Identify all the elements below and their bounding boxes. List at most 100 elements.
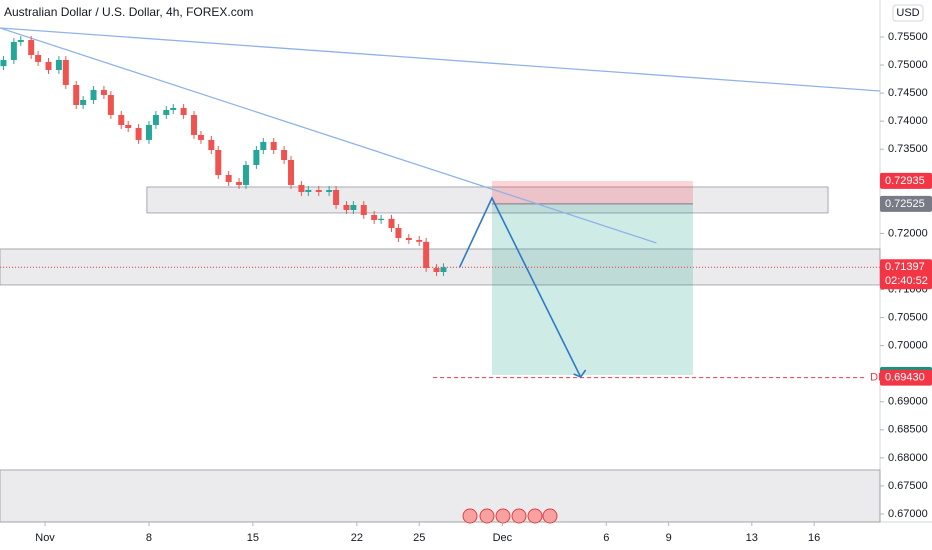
candle-body (298, 184, 305, 192)
candle-body (423, 241, 430, 269)
candle-body (170, 107, 177, 110)
x-tick-label: 13 (746, 532, 758, 544)
y-tick-label: 0.70000 (888, 340, 928, 352)
event-icon[interactable] (527, 508, 543, 524)
y-tick-label: 0.74500 (888, 87, 928, 99)
event-icon[interactable] (542, 508, 558, 524)
trend-line (0, 27, 881, 92)
y-tick-label: 0.74000 (888, 115, 928, 127)
candle-body (100, 89, 107, 96)
candle-body (305, 189, 312, 192)
price-tag-label: 0.72935 (885, 175, 925, 187)
trend-line (0, 27, 657, 244)
x-tick-label: 6 (603, 532, 609, 544)
candle-body (371, 214, 378, 220)
y-tick-label: 0.67500 (888, 480, 928, 492)
candle-body (125, 124, 132, 129)
candle-body (260, 141, 267, 151)
y-tick-label: 0.67000 (888, 508, 928, 520)
x-tick-label: 15 (247, 532, 259, 544)
event-icon[interactable] (479, 508, 495, 524)
zone (0, 469, 881, 523)
y-tick-label: 0.75500 (888, 31, 928, 43)
price-tag (880, 172, 932, 189)
y-tick-label: 0.72000 (888, 227, 928, 239)
candle-body (197, 134, 204, 140)
price-tag (880, 259, 932, 290)
projection-path (459, 196, 582, 378)
candle-body (90, 89, 97, 101)
candle-body (107, 95, 114, 115)
candle-body (0, 59, 7, 67)
candle-body (17, 39, 24, 42)
target-zone (491, 203, 693, 375)
x-tick-label: 25 (413, 532, 425, 544)
candle-body (135, 128, 142, 140)
candle-body (416, 240, 423, 242)
candle-body (191, 114, 198, 135)
currency-box[interactable] (892, 4, 924, 22)
candle-body (73, 84, 80, 105)
price-tag (880, 369, 932, 386)
event-icon[interactable] (495, 508, 511, 524)
candle-body (10, 41, 17, 60)
candle-body (333, 189, 340, 205)
price-tag-label: 0.71397 (885, 261, 925, 273)
candle-body (152, 114, 159, 125)
candle-body (433, 268, 440, 272)
candle-body (145, 124, 152, 140)
event-icons[interactable] (462, 508, 558, 524)
y-tick-label: 0.73500 (888, 143, 928, 155)
candle-body (80, 100, 87, 105)
candle-body (378, 218, 385, 220)
candle-body (118, 114, 125, 125)
candle-body (225, 174, 232, 182)
candle-body (163, 109, 170, 115)
candle-body (350, 204, 357, 210)
price-tag-label: 0.72525 (885, 198, 925, 210)
candle-body (55, 59, 62, 70)
candle-body (28, 39, 35, 55)
candle-body (242, 164, 249, 185)
event-icon[interactable] (511, 508, 527, 524)
y-tick-label: 0.69000 (888, 396, 928, 408)
price-tag (880, 195, 932, 212)
candle-body (253, 150, 260, 165)
candle-body (405, 237, 412, 241)
countdown: 02:40:52 (885, 275, 928, 287)
price-tag-label: 0.69430 (885, 372, 925, 384)
chart-title: Australian Dollar / U.S. Dollar, 4h, FOR… (4, 5, 253, 19)
x-tick-label: 16 (808, 532, 820, 544)
candle-body (360, 204, 367, 215)
event-icon[interactable] (462, 508, 478, 524)
candle-body (288, 159, 295, 185)
x-tick-label: Dec (493, 532, 513, 544)
y-tick-label: 0.68500 (888, 424, 928, 436)
candle-body (62, 59, 69, 85)
candle-body (35, 54, 42, 62)
candle-body (180, 107, 187, 115)
y-tick-label: 0.68000 (888, 452, 928, 464)
candle-body (208, 139, 215, 151)
x-tick-label: 9 (666, 532, 672, 544)
x-tick-label: 8 (146, 532, 152, 544)
candle-body (395, 228, 402, 238)
candle-body (281, 150, 288, 160)
candle-body (388, 218, 395, 229)
candle-body (45, 61, 52, 70)
candle-body (270, 141, 277, 151)
candle-body (236, 181, 243, 185)
candle-body (215, 150, 222, 175)
candle-body (440, 267, 447, 272)
y-tick-label: 0.70500 (888, 311, 928, 323)
y-tick-label: 0.75000 (888, 59, 928, 71)
candle-body (326, 189, 333, 192)
x-tick-label: Nov (35, 532, 55, 544)
currency-label[interactable]: USD (896, 7, 919, 19)
candle-body (343, 204, 350, 210)
stop-zone (491, 180, 693, 204)
x-tick-label: 22 (351, 532, 363, 544)
candle-body (315, 189, 322, 192)
